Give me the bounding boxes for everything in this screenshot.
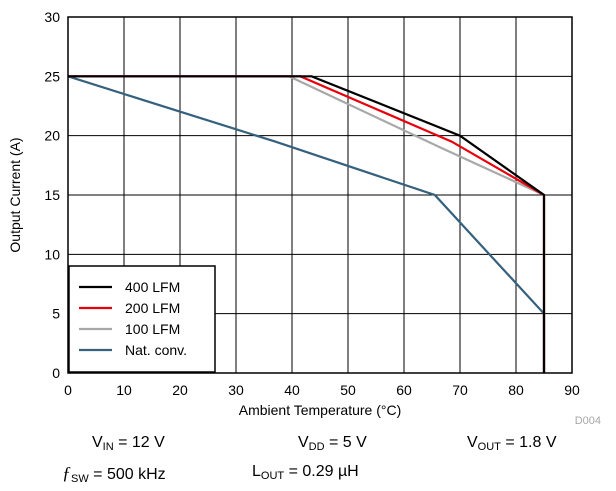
condition-lout: LOUT = 0.29 µH [252,463,359,482]
y-tick-label: 15 [44,187,60,203]
lout-subscript: OUT [260,470,285,482]
condition-fsw: ƒSW = 500 kHz [62,463,166,485]
y-tick-label: 10 [44,246,60,262]
vdd-symbol: V [298,434,309,451]
x-tick-label: 20 [172,382,188,398]
legend-box [68,265,216,373]
vout-subscript: OUT [477,441,501,453]
lout-symbol: L [252,463,261,480]
series-line-400-lfm [68,75,546,373]
plot-frame [67,16,573,374]
y-tick-label: 0 [52,365,60,381]
x-tick-label: 40 [284,382,300,398]
x-tick-label: 90 [564,382,580,398]
y-axis-label: Output Current (A) [7,137,23,252]
vdd-subscript: DD [308,441,325,453]
condition-vin: VIN = 12 V [92,434,165,453]
vdd-value: = 5 V [324,434,367,451]
derating-chart: 400 LFM 200 LFM 100 LFM Nat. conv. 0 10 20 30 4… [7,9,601,427]
x-tick-label: 60 [396,382,412,398]
y-tick-label: 5 [52,306,60,322]
condition-vout: VOUT = 1.8 V [467,434,557,453]
vin-value: = 12 V [113,434,165,451]
tick-labels: 0 10 20 30 40 50 60 70 80 90 0 5 10 15 20 25 30 [44,9,580,398]
legend-label: 100 LFM [125,321,180,337]
fsw-symbol: ƒ [62,463,71,483]
vout-value: = 1.8 V [500,434,557,451]
x-tick-label: 50 [340,382,356,398]
fsw-value: = 500 kHz [88,466,166,483]
vout-symbol: V [467,434,478,451]
y-tick-label: 30 [44,9,60,25]
figure-id: D004 [575,415,601,427]
legend: 400 LFM 200 LFM 100 LFM Nat. conv. [68,265,216,373]
y-tick-label: 25 [44,68,60,84]
x-tick-label: 30 [228,382,244,398]
x-tick-label: 70 [452,382,468,398]
legend-label: 400 LFM [125,279,180,295]
legend-label: 200 LFM [125,300,180,316]
x-tick-label: 80 [508,382,524,398]
x-tick-label: 0 [64,382,72,398]
x-axis-label: Ambient Temperature (°C) [239,402,402,418]
vin-symbol: V [92,434,103,451]
lout-value: = 0.29 µH [284,463,359,480]
condition-vdd: VDD = 5 V [298,434,367,453]
fsw-subscript: SW [71,473,89,485]
legend-label: Nat. conv. [125,342,187,358]
x-tick-label: 10 [116,382,132,398]
vin-subscript: IN [102,441,114,453]
y-tick-label: 20 [44,128,60,144]
series-lines [67,75,546,373]
